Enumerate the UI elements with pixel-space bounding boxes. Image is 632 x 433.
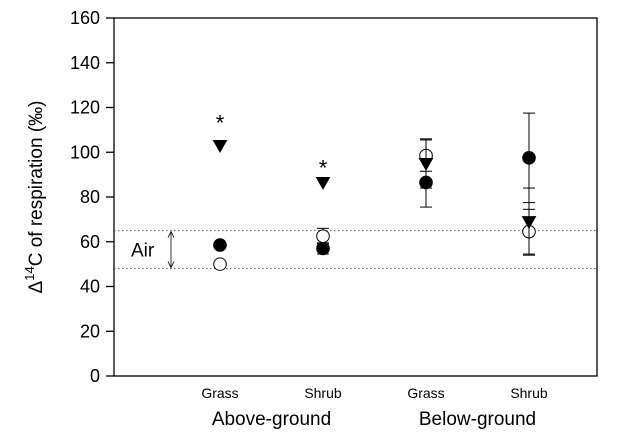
x-group-label: Above-ground — [212, 409, 331, 430]
plot-frame — [113, 17, 598, 377]
y-tick-label: 40 — [80, 277, 100, 297]
x-group-label: Below-ground — [419, 409, 536, 430]
data-point-open-circle — [316, 229, 330, 243]
y-axis-label-superscript: 14 — [22, 266, 37, 280]
y-axis-label-prefix: Δ — [26, 280, 47, 293]
data-point-open-circle — [213, 257, 227, 271]
air-band-arrow-head-bottom — [167, 261, 175, 269]
x-category-label: Grass — [201, 385, 238, 401]
y-tick-label: 0 — [90, 366, 100, 386]
y-tick-label: 20 — [80, 321, 100, 341]
x-category-label: Grass — [407, 385, 444, 401]
y-axis-label: Δ14C of respiration (‰) — [22, 101, 47, 294]
annotation-layer: ** — [216, 111, 328, 181]
y-tick-label: 100 — [70, 142, 100, 162]
air-band: Air — [114, 230, 597, 270]
air-band-label: Air — [131, 241, 155, 262]
x-category-label: Shrub — [510, 385, 548, 401]
series-layer — [212, 112, 537, 271]
data-point-filled-triangle — [418, 157, 434, 171]
data-point-filled-triangle — [315, 176, 331, 190]
y-axis-label-rest: C of respiration (‰) — [26, 101, 47, 267]
data-point-filled-circle — [522, 151, 536, 165]
x-axis: Grass Shrub Grass Shrub Above-ground Below-gr… — [201, 385, 548, 430]
significance-star: * — [319, 155, 328, 180]
y-tick-label: 120 — [70, 98, 100, 118]
significance-star: * — [216, 111, 225, 136]
data-point-filled-triangle — [521, 216, 537, 230]
data-point-filled-circle — [213, 238, 227, 252]
y-axis: 0 20 40 60 80 100 120 140 160 — [70, 8, 114, 386]
y-tick-label: 160 — [70, 8, 100, 28]
y-tick-label: 60 — [80, 232, 100, 252]
data-point-filled-triangle — [212, 140, 228, 154]
air-band-arrow-head-top — [167, 230, 175, 238]
y-tick-label: 140 — [70, 53, 100, 73]
y-tick-label: 80 — [80, 187, 100, 207]
x-category-label: Shrub — [304, 385, 342, 401]
